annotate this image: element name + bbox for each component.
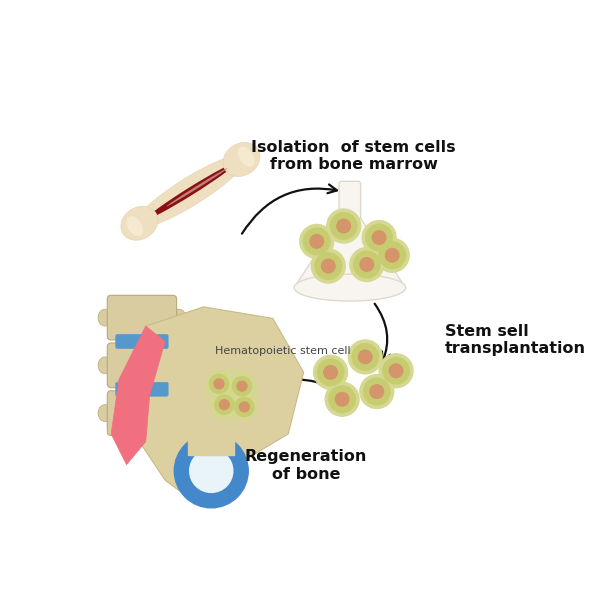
FancyBboxPatch shape [107,295,176,340]
Circle shape [232,395,257,419]
Circle shape [373,231,386,244]
Circle shape [239,402,249,412]
Text: Isolation  of stem cells
from bone marrow: Isolation of stem cells from bone marrow [251,140,456,172]
Ellipse shape [172,309,186,326]
Circle shape [300,224,334,259]
Circle shape [215,395,234,414]
Circle shape [190,449,233,493]
Circle shape [212,392,236,417]
Circle shape [383,358,409,384]
Circle shape [370,385,383,398]
Text: Stem sell
transplantation: Stem sell transplantation [445,324,586,356]
Circle shape [314,355,347,389]
Ellipse shape [172,404,186,422]
Ellipse shape [146,163,235,219]
Ellipse shape [166,168,227,206]
FancyBboxPatch shape [116,335,168,349]
Circle shape [349,340,382,374]
Ellipse shape [121,206,158,240]
Circle shape [315,253,341,279]
Circle shape [331,213,357,239]
Circle shape [214,379,224,389]
FancyBboxPatch shape [339,181,361,221]
Circle shape [310,235,323,248]
FancyBboxPatch shape [107,391,176,436]
Circle shape [324,365,337,379]
Text: Regeneration
of bone: Regeneration of bone [245,449,367,482]
Circle shape [304,228,330,254]
Circle shape [230,374,254,398]
Polygon shape [111,326,165,464]
Circle shape [366,224,392,251]
Circle shape [317,359,344,386]
Circle shape [220,400,229,410]
Ellipse shape [238,146,254,167]
Circle shape [385,248,399,262]
Circle shape [389,364,403,377]
Ellipse shape [98,357,112,374]
Circle shape [360,374,394,409]
Circle shape [237,381,247,391]
Ellipse shape [134,155,247,228]
Ellipse shape [294,274,406,301]
Circle shape [360,258,374,271]
Circle shape [353,251,380,278]
Circle shape [337,219,350,233]
Circle shape [362,221,396,254]
Circle shape [350,248,384,281]
Polygon shape [295,218,405,287]
Circle shape [358,350,372,364]
Ellipse shape [98,404,112,422]
Circle shape [311,249,345,283]
Bar [188,428,235,455]
Circle shape [327,209,361,243]
Circle shape [352,344,379,370]
Circle shape [174,434,248,508]
Circle shape [335,392,349,406]
Ellipse shape [223,142,260,176]
Circle shape [379,242,406,268]
Circle shape [322,259,335,273]
Ellipse shape [172,357,186,374]
Circle shape [364,379,390,405]
Text: Hematopoietic stem cell: Hematopoietic stem cell [215,346,350,356]
Circle shape [209,374,229,394]
Ellipse shape [98,309,112,326]
Circle shape [375,238,409,272]
Circle shape [325,382,359,416]
FancyBboxPatch shape [107,343,176,388]
Circle shape [232,377,251,396]
Ellipse shape [127,216,143,236]
FancyBboxPatch shape [116,382,168,396]
Circle shape [206,371,231,396]
Circle shape [329,386,355,412]
Circle shape [205,368,259,422]
Circle shape [235,397,254,416]
Circle shape [379,354,413,388]
Polygon shape [119,307,304,503]
